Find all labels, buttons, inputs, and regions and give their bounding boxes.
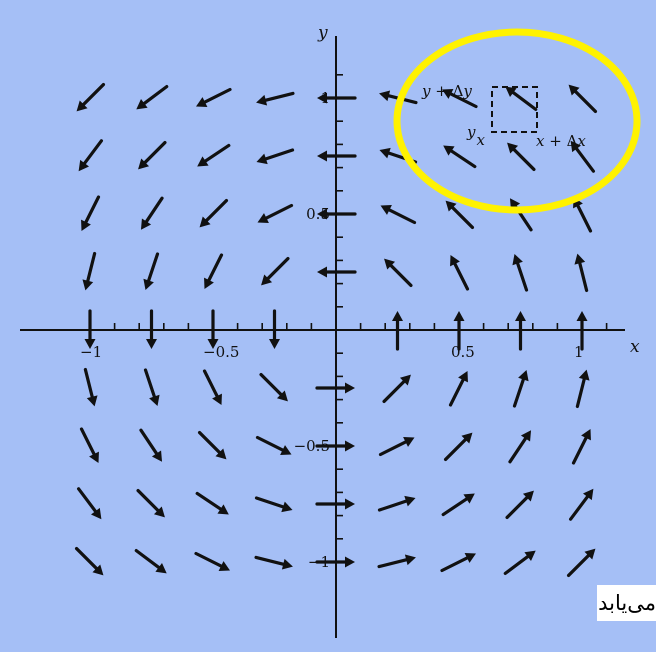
x-tick-label: −1 <box>80 343 102 361</box>
field-arrow <box>392 311 403 351</box>
field-arrow <box>508 430 532 464</box>
field-arrow <box>574 253 589 293</box>
field-arrow <box>315 498 355 510</box>
field-arrow <box>448 371 468 407</box>
field-arrow <box>140 196 164 230</box>
field-arrow <box>317 266 357 278</box>
field-arrow <box>512 253 529 292</box>
field-arrow <box>445 200 475 230</box>
x-tick-label: 0.5 <box>451 343 475 361</box>
field-arrow <box>143 368 160 407</box>
field-arrow <box>568 84 598 114</box>
field-arrow <box>568 488 594 521</box>
y-tick-label: −1 <box>308 553 330 571</box>
label-x-plus-delta-x: x + Δx <box>536 132 586 150</box>
x-tick-label: 1 <box>574 343 584 361</box>
field-arrow <box>384 258 413 288</box>
y-tick-label: 1 <box>320 89 330 107</box>
caption-text: می‌یابد <box>597 585 656 621</box>
field-arrow <box>505 490 534 520</box>
tick-labels: −1 −0.5 0.5 1 1 0.5 −0.5 −1 <box>80 89 584 571</box>
vector-arrows <box>74 82 598 578</box>
field-arrow <box>136 488 165 518</box>
field-arrow <box>515 311 526 351</box>
field-arrow <box>79 427 99 463</box>
x-tick-label: −0.5 <box>203 343 239 361</box>
field-arrow <box>83 367 98 407</box>
field-arrow <box>315 382 355 394</box>
y-tick-label: −0.5 <box>294 437 330 455</box>
field-arrow <box>380 205 417 225</box>
field-arrow <box>134 548 167 574</box>
field-arrow <box>78 139 104 172</box>
field-arrow <box>570 140 596 173</box>
field-arrow <box>82 251 97 291</box>
field-arrow <box>139 428 163 462</box>
y-tick-label: 0.5 <box>306 205 330 223</box>
field-arrow <box>74 546 104 576</box>
field-arrow <box>76 82 106 112</box>
field-arrow <box>81 195 101 231</box>
field-arrow <box>197 143 231 167</box>
field-arrow <box>254 496 293 513</box>
field-arrow <box>377 495 416 512</box>
field-arrow <box>136 84 169 110</box>
field-arrow <box>259 372 288 402</box>
field-arrow <box>382 374 411 404</box>
field-arrow <box>450 255 470 291</box>
field-arrow <box>377 554 416 569</box>
field-arrow <box>255 435 292 455</box>
field-arrow <box>254 555 293 570</box>
field-arrow <box>261 256 290 286</box>
label-y-sub-x: yx <box>466 123 485 149</box>
field-arrow <box>443 145 477 169</box>
differential-element-annotation: y + Δy yx x + Δx <box>393 28 641 214</box>
highlight-ellipse <box>393 28 641 214</box>
field-arrow <box>503 550 536 576</box>
field-arrow <box>440 553 476 573</box>
field-arrow <box>195 491 229 515</box>
field-arrow <box>196 87 232 107</box>
field-arrow <box>256 148 295 165</box>
field-arrow <box>443 432 473 462</box>
field-arrow <box>197 430 227 460</box>
field-arrow <box>143 252 160 291</box>
coordinate-axes: x y −1 −0.5 0.5 1 1 0.5 −0.5 −1 <box>20 23 640 638</box>
field-arrow <box>442 89 478 109</box>
field-arrow <box>199 198 229 228</box>
field-arrow <box>146 309 157 349</box>
field-arrow <box>256 91 295 106</box>
field-arrow <box>378 437 415 457</box>
field-arrow <box>507 142 536 172</box>
field-arrow <box>505 86 538 112</box>
field-arrow <box>441 493 475 517</box>
field-arrow <box>257 203 294 223</box>
field-arrow <box>138 140 167 170</box>
y-axis-label: y <box>317 23 328 43</box>
field-arrow <box>575 369 590 409</box>
field-arrow <box>317 150 357 162</box>
field-arrow <box>509 198 533 232</box>
field-arrow <box>76 487 102 520</box>
label-y-plus-delta-y: y + Δy <box>421 82 472 100</box>
field-arrow <box>204 253 224 289</box>
delta-box <box>491 86 538 133</box>
field-arrow <box>566 548 596 578</box>
x-axis-label: x <box>630 337 640 357</box>
field-arrow <box>194 551 230 571</box>
field-arrow <box>202 369 222 405</box>
field-arrow <box>269 309 280 349</box>
field-arrow <box>512 369 529 408</box>
field-arrow <box>571 429 591 465</box>
axis-ticks <box>89 74 608 563</box>
